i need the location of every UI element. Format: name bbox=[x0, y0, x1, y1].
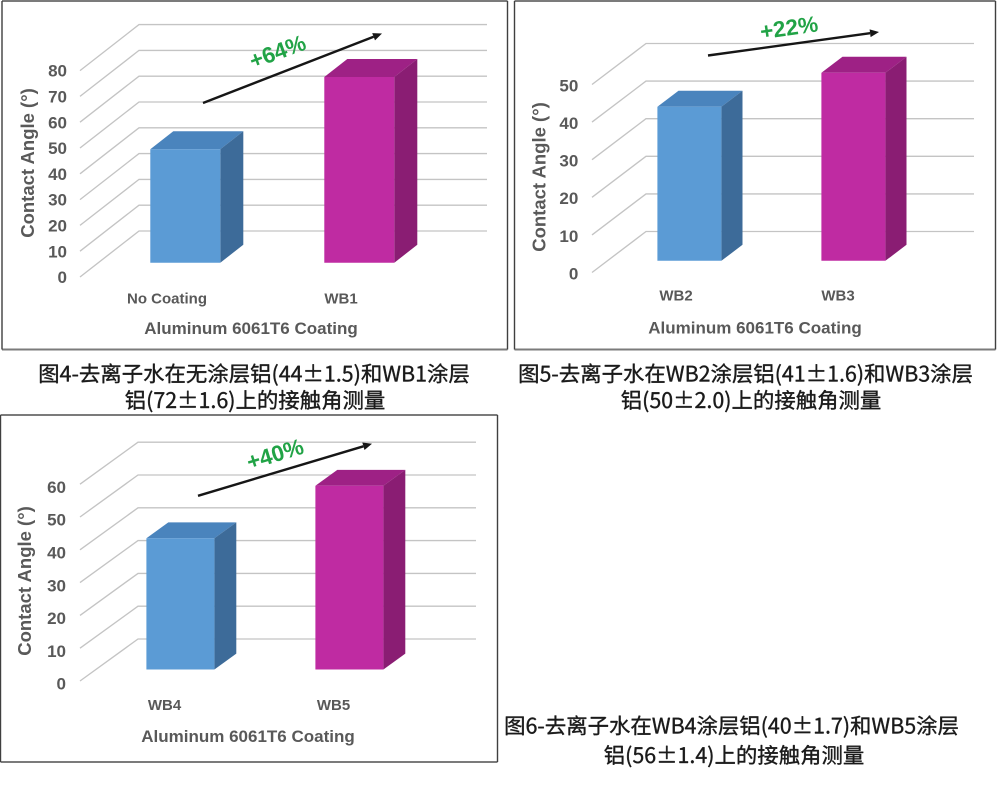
svg-text:WB5: WB5 bbox=[317, 697, 350, 714]
svg-text:20: 20 bbox=[559, 189, 578, 208]
svg-text:Contact Angle (°): Contact Angle (°) bbox=[17, 88, 38, 238]
svg-text:10: 10 bbox=[48, 242, 67, 261]
svg-text:20: 20 bbox=[47, 609, 66, 628]
svg-text:0: 0 bbox=[57, 675, 66, 694]
svg-text:Aluminum 6061T6 Coating: Aluminum 6061T6 Coating bbox=[141, 727, 354, 746]
svg-text:50: 50 bbox=[47, 511, 66, 530]
svg-text:10: 10 bbox=[47, 642, 66, 661]
svg-text:Contact Angle (°): Contact Angle (°) bbox=[14, 506, 35, 656]
svg-text:40: 40 bbox=[559, 114, 578, 133]
svg-text:40: 40 bbox=[47, 544, 66, 563]
svg-text:60: 60 bbox=[47, 478, 66, 497]
svg-text:WB4: WB4 bbox=[148, 697, 182, 714]
svg-text:10: 10 bbox=[559, 227, 578, 246]
svg-text:0: 0 bbox=[58, 268, 67, 287]
svg-text:80: 80 bbox=[48, 62, 67, 81]
svg-text:Aluminum 6061T6 Coating: Aluminum 6061T6 Coating bbox=[144, 319, 357, 338]
svg-text:30: 30 bbox=[47, 576, 66, 595]
svg-text:50: 50 bbox=[48, 139, 67, 158]
svg-text:40: 40 bbox=[48, 165, 67, 184]
svg-text:WB1: WB1 bbox=[324, 290, 357, 307]
svg-text:60: 60 bbox=[48, 113, 67, 132]
svg-text:No Coating: No Coating bbox=[127, 290, 207, 307]
svg-text:Contact Angle (°): Contact Angle (°) bbox=[529, 102, 550, 252]
svg-text:20: 20 bbox=[48, 217, 67, 236]
svg-text:Aluminum 6061T6 Coating: Aluminum 6061T6 Coating bbox=[648, 319, 861, 338]
svg-text:WB3: WB3 bbox=[821, 287, 854, 304]
svg-text:50: 50 bbox=[559, 76, 578, 95]
svg-text:0: 0 bbox=[569, 264, 578, 283]
svg-text:30: 30 bbox=[48, 191, 67, 210]
svg-text:WB2: WB2 bbox=[659, 287, 692, 304]
svg-text:70: 70 bbox=[48, 88, 67, 107]
svg-text:30: 30 bbox=[559, 152, 578, 171]
